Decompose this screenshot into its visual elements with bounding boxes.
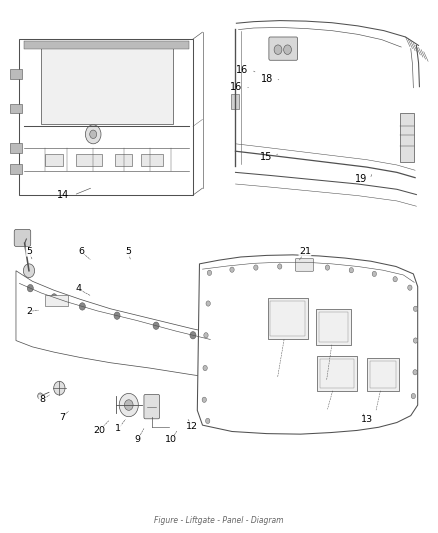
Text: 14: 14 [57, 190, 69, 200]
Circle shape [203, 366, 207, 370]
Bar [19, 39, 193, 195]
Circle shape [124, 400, 133, 410]
Text: 15: 15 [260, 151, 272, 161]
Text: 21: 21 [299, 247, 311, 256]
Bar [10, 143, 22, 153]
Circle shape [153, 322, 159, 329]
Circle shape [90, 130, 97, 139]
Circle shape [119, 393, 138, 417]
Polygon shape [197, 255, 418, 434]
Circle shape [85, 125, 101, 144]
Text: 16: 16 [230, 82, 243, 92]
Bar [141, 155, 162, 166]
Circle shape [202, 397, 206, 402]
Circle shape [349, 268, 353, 273]
Text: 8: 8 [39, 395, 45, 404]
Circle shape [38, 393, 43, 399]
Bar [10, 69, 22, 79]
Circle shape [413, 369, 417, 375]
Circle shape [413, 338, 418, 343]
Text: Figure - Liftgate - Panel - Diagram: Figure - Liftgate - Panel - Diagram [154, 516, 284, 525]
Circle shape [51, 294, 57, 301]
Circle shape [206, 301, 210, 306]
Bar [400, 113, 414, 162]
Circle shape [372, 271, 377, 277]
Bar [268, 298, 307, 340]
Circle shape [254, 265, 258, 270]
Text: 5: 5 [125, 247, 131, 256]
Circle shape [54, 381, 65, 395]
FancyBboxPatch shape [295, 259, 314, 271]
Text: 19: 19 [355, 174, 367, 184]
FancyBboxPatch shape [14, 230, 31, 246]
Circle shape [204, 333, 208, 338]
Bar [370, 361, 396, 387]
Circle shape [393, 277, 397, 282]
Circle shape [230, 267, 234, 272]
Circle shape [79, 303, 85, 310]
Text: 1: 1 [115, 424, 121, 433]
Bar [317, 356, 357, 391]
Circle shape [207, 270, 212, 276]
Bar [367, 358, 399, 391]
Polygon shape [16, 271, 223, 379]
Circle shape [408, 285, 412, 290]
Circle shape [190, 332, 196, 339]
Circle shape [114, 312, 120, 319]
Bar [319, 312, 348, 342]
Circle shape [27, 285, 33, 292]
Text: 12: 12 [186, 422, 198, 431]
Circle shape [325, 265, 330, 270]
Bar [316, 309, 351, 345]
Bar [46, 155, 63, 166]
FancyBboxPatch shape [144, 394, 159, 419]
Circle shape [274, 45, 282, 54]
Text: 2: 2 [26, 307, 32, 316]
Bar [76, 155, 102, 166]
Bar [320, 359, 354, 387]
Text: 5: 5 [26, 247, 32, 256]
Circle shape [301, 264, 306, 269]
FancyBboxPatch shape [269, 37, 297, 60]
Text: 13: 13 [360, 415, 373, 424]
Circle shape [278, 264, 282, 269]
Bar [115, 155, 132, 166]
Bar [24, 41, 189, 49]
Text: 6: 6 [78, 247, 84, 256]
Circle shape [284, 45, 291, 54]
Bar [270, 301, 305, 336]
Circle shape [23, 264, 35, 278]
Bar [45, 295, 68, 305]
Bar [41, 47, 173, 124]
Bar [10, 165, 22, 174]
Text: 16: 16 [237, 65, 248, 75]
Text: 20: 20 [94, 426, 106, 435]
Text: 9: 9 [134, 435, 141, 445]
Circle shape [205, 418, 210, 424]
Circle shape [411, 393, 416, 399]
Text: 18: 18 [261, 74, 273, 84]
Bar [10, 103, 22, 113]
Text: 4: 4 [75, 284, 81, 293]
Circle shape [413, 306, 418, 311]
Text: 7: 7 [59, 413, 65, 422]
Text: 10: 10 [165, 435, 177, 445]
Bar [231, 94, 239, 109]
